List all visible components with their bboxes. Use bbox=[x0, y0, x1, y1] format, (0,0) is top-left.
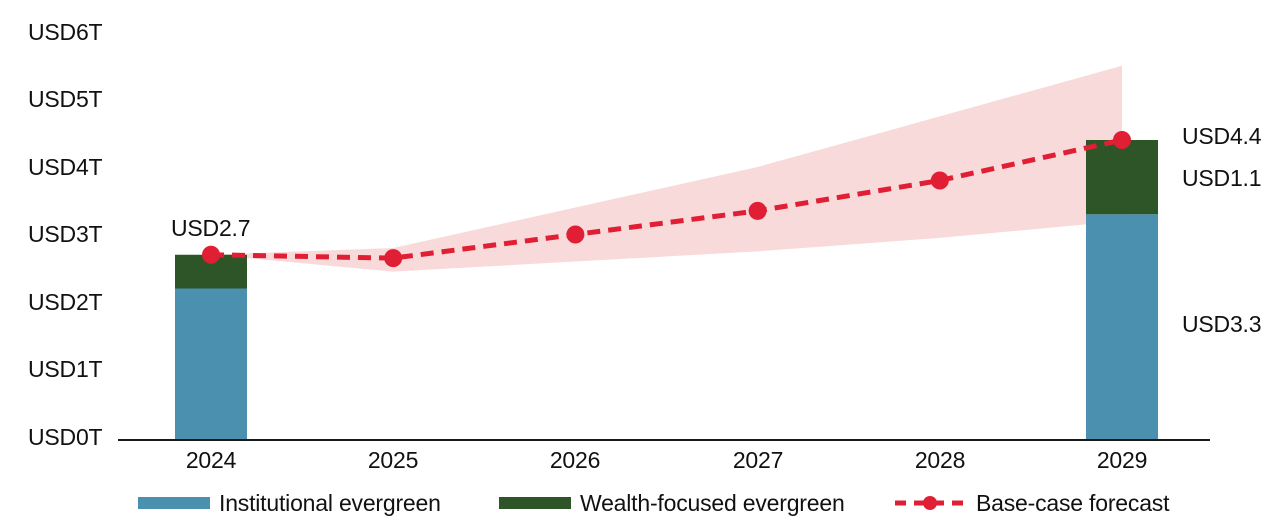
legend-swatch-wealth bbox=[499, 497, 571, 509]
x-axis-tick-label: 2027 bbox=[732, 447, 784, 473]
legend-item-wealth: Wealth-focused evergreen bbox=[499, 489, 845, 517]
label-2029-wealth: USD1.1 bbox=[1182, 165, 1262, 191]
y-axis-tick-label: USD3T bbox=[28, 221, 103, 247]
y-axis-tick-label: USD1T bbox=[28, 356, 103, 382]
x-axis-tick-label: 2026 bbox=[549, 447, 601, 473]
y-axis-tick-label: USD2T bbox=[28, 289, 103, 315]
legend-label-forecast: Base-case forecast bbox=[976, 490, 1170, 516]
x-axis-tick-label: 2025 bbox=[367, 447, 419, 473]
y-axis-tick-label: USD5T bbox=[28, 86, 103, 112]
label-2029-total: USD4.4 bbox=[1182, 123, 1262, 149]
y-axis-tick-label: USD0T bbox=[28, 424, 103, 450]
x-axis-tick-label: 2028 bbox=[914, 447, 966, 473]
label-2029-institutional: USD3.3 bbox=[1182, 311, 1262, 337]
legend-item-forecast: Base-case forecast bbox=[893, 489, 1169, 517]
legend-label-institutional: Institutional evergreen bbox=[219, 490, 441, 516]
legend-dashed-line-icon bbox=[895, 496, 965, 510]
y-axis-tick-label: USD4T bbox=[28, 154, 103, 180]
y-axis-tick-label: USD6T bbox=[28, 19, 103, 45]
label-2024-total: USD2.7 bbox=[171, 215, 251, 241]
legend-item-institutional: Institutional evergreen bbox=[138, 489, 441, 517]
x-axis-tick-label: 2024 bbox=[185, 447, 237, 473]
legend-label-wealth: Wealth-focused evergreen bbox=[580, 490, 845, 516]
legend-swatch-institutional bbox=[138, 497, 210, 509]
x-axis-tick-label: 2029 bbox=[1096, 447, 1148, 473]
